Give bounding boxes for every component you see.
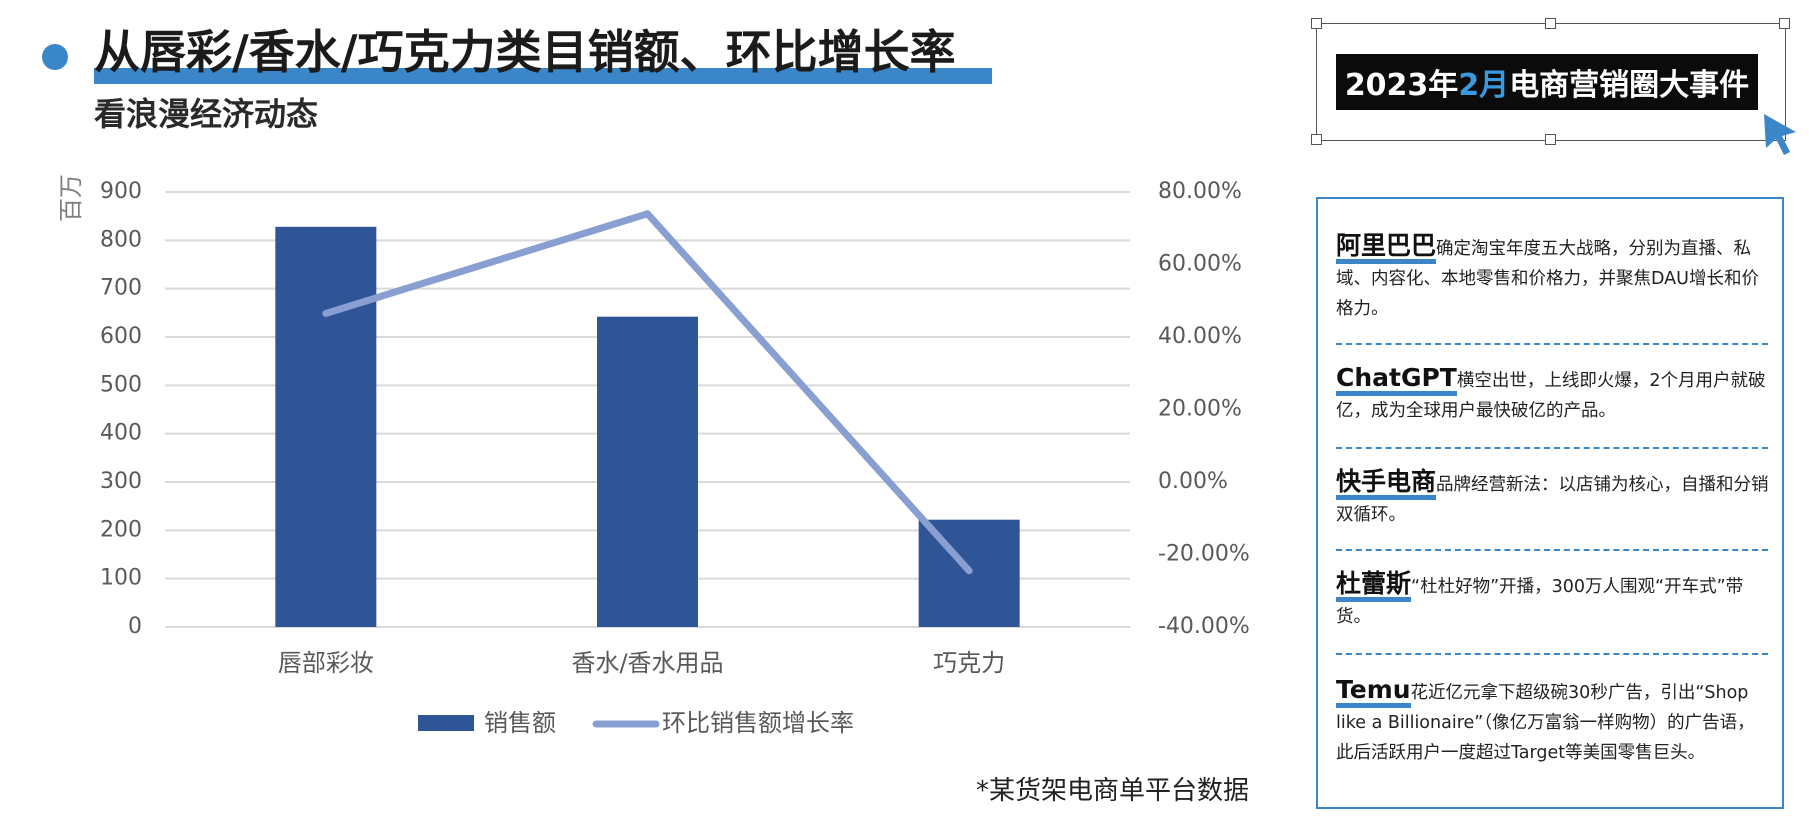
- y2-tick-label: 40.00%: [1158, 324, 1242, 349]
- page-subtitle: 看浪漫经济动态: [94, 95, 319, 133]
- event-name: 杜蕾斯: [1336, 571, 1412, 602]
- legend-bar-swatch: [418, 715, 474, 731]
- y2-tick-label: -20.00%: [1158, 542, 1250, 567]
- event-text: “杜杜好物”开播，300万人围观“开车式”带货。: [1336, 577, 1744, 627]
- y2-tick-label: -40.00%: [1158, 614, 1250, 639]
- badge-prefix: 2023年: [1344, 68, 1459, 103]
- event-item: 快手电商品牌经营新法：以店铺为核心，自播和分销双循环。: [1336, 469, 1772, 530]
- event-text: 横空出世，上线即火爆，2个月用户就破亿，成为全球用户最快破亿的产品。: [1336, 371, 1766, 421]
- y-tick-label: 200: [100, 517, 142, 542]
- y-tick-label: 600: [100, 324, 142, 349]
- resize-handle-tl[interactable]: [1311, 18, 1322, 29]
- y-tick-label: 900: [100, 179, 142, 204]
- x-tick-label: 香水/香水用品: [571, 649, 723, 677]
- bar: [597, 316, 698, 627]
- event-name: Temu: [1336, 677, 1411, 708]
- x-tick-label: 巧克力: [933, 649, 1005, 677]
- pointer-cursor-icon: [1764, 114, 1796, 155]
- left-y-axis: 900 800 700 600 500 400 300 200 100 0: [100, 179, 142, 639]
- legend-label-sales: 销售额: [484, 709, 556, 737]
- x-tick-label: 唇部彩妆: [278, 649, 374, 677]
- combo-chart: 900 800 700 600 500 400 300 200 100 0 80.00% 60.00…: [57, 174, 1250, 737]
- event-text: 品牌经营新法：以店铺为核心，自播和分销双循环。: [1336, 475, 1769, 525]
- resize-handle-tm[interactable]: [1545, 18, 1556, 29]
- event-divider: [1336, 343, 1768, 345]
- bar: [275, 226, 377, 628]
- page-title: 从唇彩/香水/巧克力类目销额、环比增长率: [94, 25, 956, 79]
- resize-handle-bl[interactable]: [1311, 134, 1322, 145]
- y-tick-label: 700: [100, 276, 142, 301]
- y2-tick-label: 60.00%: [1158, 252, 1242, 277]
- y-tick-label: 500: [100, 372, 142, 397]
- event-name: 快手电商: [1336, 469, 1437, 500]
- legend-label-growth: 环比销售额增长率: [662, 709, 854, 737]
- bar-series: [275, 226, 1020, 628]
- badge-suffix: 电商营销圈大事件: [1509, 68, 1750, 103]
- y-tick-label: 100: [100, 566, 142, 591]
- x-axis: 唇部彩妆 香水/香水用品 巧克力: [278, 649, 1005, 677]
- event-text: 花近亿元拿下超级碗30秒广告，引出“Shop like a Billionair…: [1336, 683, 1755, 763]
- event-item: Temu花近亿元拿下超级碗30秒广告，引出“Shop like a Billio…: [1336, 677, 1772, 768]
- event-title-badge: 2023年 2月 电商营销圈大事件: [1336, 54, 1758, 110]
- right-y-axis: 80.00% 60.00% 40.00% 20.00% 0.00% -20.00% -40.…: [1158, 179, 1250, 639]
- title-bullet: [42, 44, 68, 70]
- event-divider: [1336, 447, 1768, 449]
- y-tick-label: 800: [100, 227, 142, 252]
- growth-line: [322, 210, 973, 575]
- title-underline: [94, 68, 992, 84]
- event-item: 阿里巴巴确定淘宝年度五大战略，分别为直播、私域、内容化、本地零售和价格力，并聚焦…: [1336, 233, 1772, 324]
- y2-tick-label: 80.00%: [1158, 179, 1242, 204]
- legend: 销售额 环比销售额增长率: [418, 709, 854, 737]
- badge-highlight: 2月: [1458, 68, 1510, 103]
- resize-handle-bm[interactable]: [1545, 134, 1556, 145]
- event-text: 确定淘宝年度五大战略，分别为直播、私域、内容化、本地零售和价格力，并聚焦DAU增…: [1336, 239, 1759, 319]
- event-divider: [1336, 653, 1768, 655]
- line-series: [322, 210, 973, 575]
- resize-handle-tr[interactable]: [1779, 18, 1790, 29]
- event-divider: [1336, 549, 1768, 551]
- data-source-note: *某货架电商单平台数据: [976, 776, 1250, 806]
- y-tick-label: 400: [100, 421, 142, 446]
- y-axis-label: 百万: [57, 174, 85, 222]
- event-item: ChatGPT横空出世，上线即火爆，2个月用户就破亿，成为全球用户最快破亿的产品…: [1336, 365, 1772, 426]
- y-tick-label: 300: [100, 469, 142, 494]
- y2-tick-label: 0.00%: [1158, 469, 1228, 494]
- event-name: 阿里巴巴: [1336, 233, 1437, 264]
- event-item: 杜蕾斯“杜杜好物”开播，300万人围观“开车式”带货。: [1336, 571, 1772, 632]
- event-name: ChatGPT: [1336, 365, 1457, 396]
- y-tick-label: 0: [128, 614, 142, 639]
- events-panel: 阿里巴巴确定淘宝年度五大战略，分别为直播、私域、内容化、本地零售和价格力，并聚焦…: [1316, 197, 1784, 809]
- y2-tick-label: 20.00%: [1158, 397, 1242, 422]
